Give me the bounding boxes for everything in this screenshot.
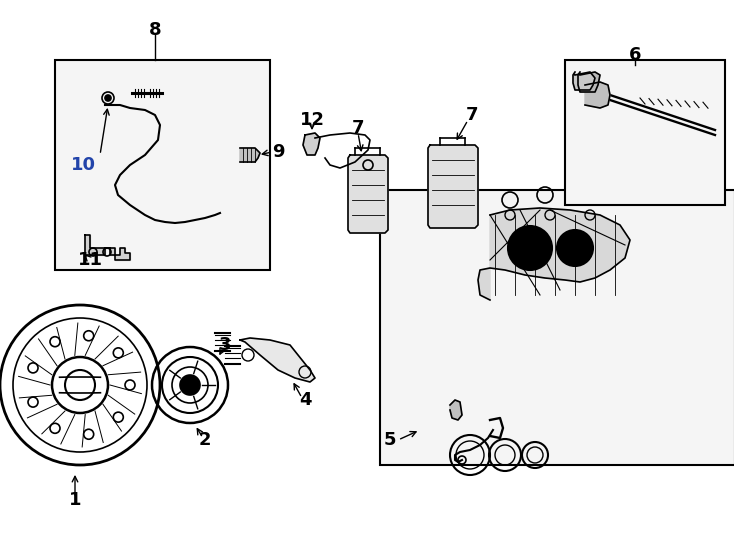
Text: 4: 4 <box>299 391 311 409</box>
Text: 3: 3 <box>219 336 231 354</box>
Text: 11: 11 <box>78 251 103 269</box>
Text: 2: 2 <box>199 431 211 449</box>
Text: 1: 1 <box>69 491 81 509</box>
Bar <box>380 190 734 465</box>
Polygon shape <box>585 82 610 108</box>
Polygon shape <box>573 72 595 90</box>
Text: 10: 10 <box>70 156 95 174</box>
Circle shape <box>514 232 546 264</box>
Polygon shape <box>303 133 320 155</box>
Text: 6: 6 <box>629 46 642 64</box>
Bar <box>55 60 270 270</box>
Bar <box>565 60 725 205</box>
Text: 7: 7 <box>352 119 364 137</box>
Circle shape <box>105 95 111 101</box>
Circle shape <box>557 230 593 266</box>
Text: 8: 8 <box>149 21 161 39</box>
Polygon shape <box>348 155 388 233</box>
Text: 9: 9 <box>272 143 284 161</box>
Polygon shape <box>240 338 315 382</box>
Polygon shape <box>240 148 260 162</box>
Text: 7: 7 <box>466 106 479 124</box>
Text: 5: 5 <box>384 431 396 449</box>
Circle shape <box>180 375 200 395</box>
Polygon shape <box>428 145 478 228</box>
Circle shape <box>563 236 587 260</box>
Polygon shape <box>578 72 600 92</box>
Circle shape <box>508 226 552 270</box>
Text: 12: 12 <box>299 111 324 129</box>
Polygon shape <box>450 400 462 420</box>
Polygon shape <box>478 208 630 300</box>
Polygon shape <box>85 235 130 260</box>
